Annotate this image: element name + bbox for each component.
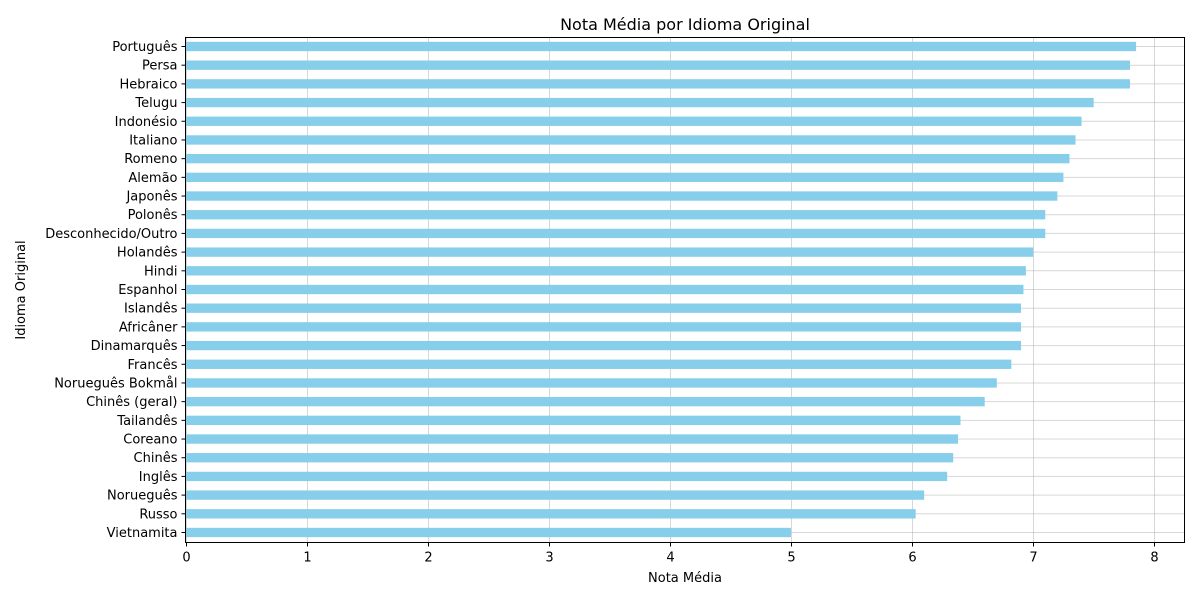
y-tick-label: Alemão bbox=[128, 171, 177, 186]
y-tick-label: Hebraico bbox=[119, 77, 177, 92]
bar bbox=[185, 471, 948, 482]
y-tick-label: Holandês bbox=[117, 246, 178, 261]
y-tick-label: Espanhol bbox=[118, 283, 177, 298]
bar bbox=[185, 322, 1022, 332]
bar bbox=[185, 340, 1022, 351]
x-tick-label: 4 bbox=[666, 551, 674, 566]
bar bbox=[185, 434, 959, 444]
bar bbox=[185, 266, 1026, 276]
y-tick-label: Polonês bbox=[128, 208, 178, 223]
bar bbox=[185, 378, 997, 388]
y-tick-label: Islandês bbox=[124, 302, 178, 317]
y-tick-label: Desconhecido/Outro bbox=[45, 227, 177, 242]
y-tick-label: Persa bbox=[142, 59, 177, 74]
bar bbox=[185, 303, 1022, 313]
y-tick-label: Norueguês bbox=[107, 489, 178, 504]
bar bbox=[185, 527, 791, 538]
y-tick-label: Vietnamita bbox=[107, 526, 178, 541]
bar bbox=[185, 153, 1070, 164]
y-tick-label: Japonês bbox=[125, 190, 177, 205]
bar bbox=[185, 284, 1024, 295]
bar bbox=[185, 41, 1137, 52]
y-tick-label: Coreano bbox=[123, 433, 177, 448]
bar bbox=[185, 415, 961, 426]
bar bbox=[185, 359, 1012, 369]
x-tick-label: 8 bbox=[1150, 551, 1158, 566]
bar bbox=[185, 97, 1094, 108]
x-tick-label: 2 bbox=[424, 551, 432, 566]
bars bbox=[185, 41, 1137, 538]
chart-title: Nota Média por Idioma Original bbox=[560, 15, 810, 34]
bar bbox=[185, 509, 916, 519]
bar bbox=[185, 116, 1082, 126]
y-tick-label: Indonésio bbox=[115, 115, 178, 130]
y-tick-label: Chinês bbox=[134, 451, 178, 466]
y-tick-label: Português bbox=[112, 40, 178, 55]
axis-ticks: 0 1 2 3 4 5 6 7 8 Português Persa Hebraico Telugu Ind… bbox=[45, 40, 1158, 566]
y-tick-label: Italiano bbox=[129, 133, 177, 148]
bar bbox=[185, 135, 1076, 145]
bar bbox=[185, 490, 925, 500]
x-tick-label: 5 bbox=[787, 551, 795, 566]
bar bbox=[185, 453, 954, 463]
y-tick-label: Telugu bbox=[134, 96, 177, 111]
bar bbox=[185, 228, 1046, 239]
x-tick-label: 1 bbox=[303, 551, 311, 566]
bar bbox=[185, 79, 1131, 89]
bar bbox=[185, 60, 1131, 70]
y-tick-label: Tailandês bbox=[116, 414, 177, 429]
y-tick-label: Romeno bbox=[124, 152, 177, 167]
y-tick-label: Chinês (geral) bbox=[86, 395, 177, 410]
bar bbox=[185, 247, 1034, 257]
bar bbox=[185, 191, 1058, 201]
bar bbox=[185, 396, 985, 407]
y-axis-title: Idioma Original bbox=[14, 240, 29, 339]
x-tick-label: 7 bbox=[1029, 551, 1037, 566]
bar bbox=[185, 172, 1064, 183]
x-tick-label: 3 bbox=[545, 551, 553, 566]
y-tick-label: Africâner bbox=[119, 320, 178, 335]
x-tick-label: 0 bbox=[182, 551, 190, 566]
plot-frame bbox=[185, 37, 1185, 543]
y-tick-label: Inglês bbox=[139, 470, 178, 485]
y-tick-label: Francês bbox=[127, 358, 177, 373]
y-tick-label: Russo bbox=[139, 507, 177, 522]
y-tick-label: Norueguês Bokmål bbox=[54, 376, 177, 391]
x-axis-title: Nota Média bbox=[648, 571, 722, 586]
bar bbox=[185, 210, 1046, 220]
y-tick-label: Hindi bbox=[144, 264, 178, 279]
y-tick-label: Dinamarquês bbox=[91, 339, 178, 354]
x-tick-label: 6 bbox=[908, 551, 916, 566]
